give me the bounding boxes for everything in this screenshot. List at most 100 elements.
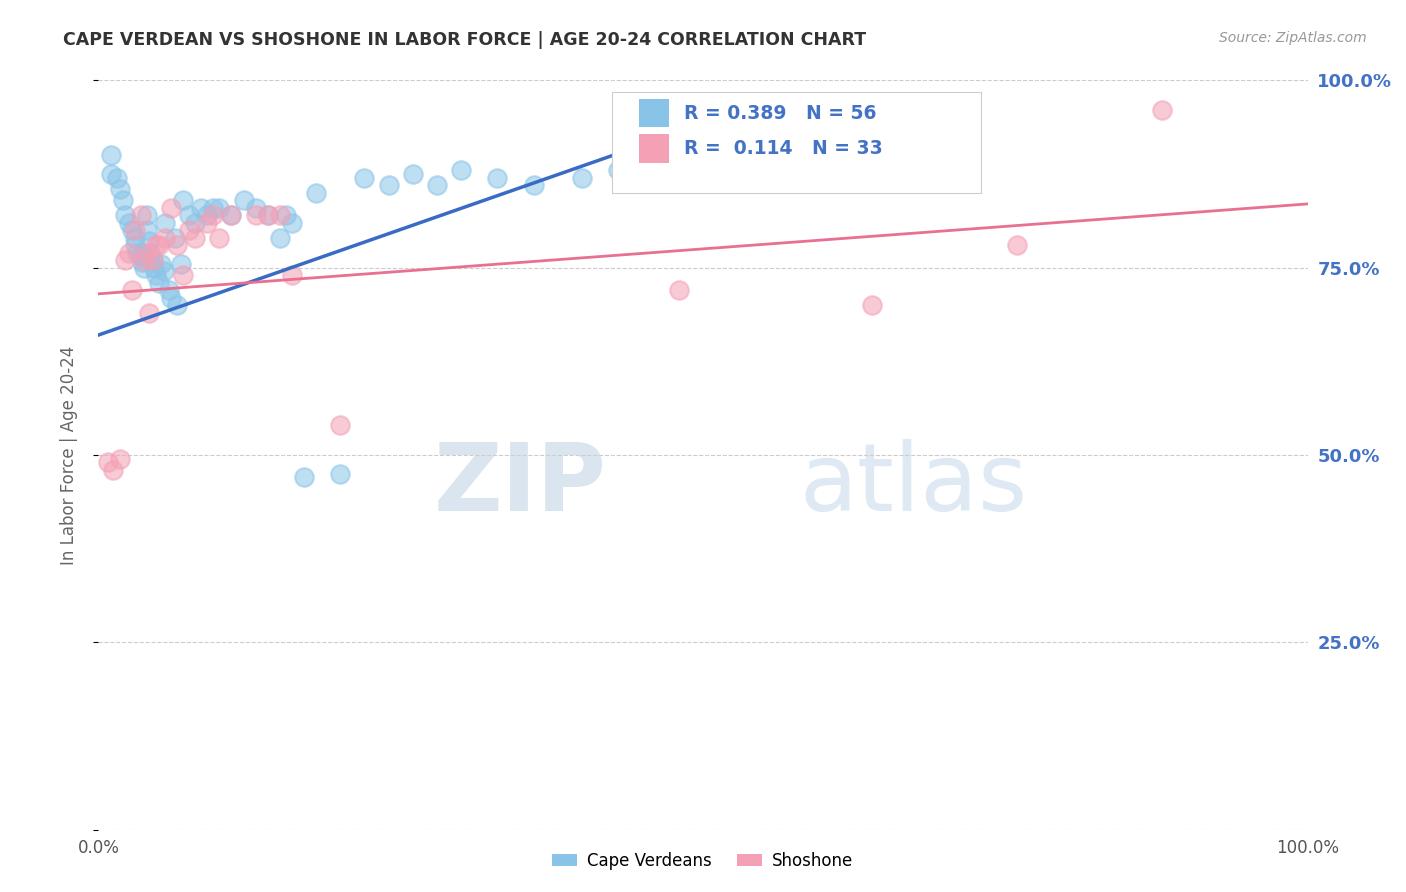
Point bbox=[97, 455, 120, 469]
Point bbox=[121, 283, 143, 297]
Point bbox=[129, 208, 152, 222]
Point bbox=[124, 238, 146, 252]
Point bbox=[118, 216, 141, 230]
Point bbox=[353, 170, 375, 185]
Point bbox=[134, 253, 156, 268]
Point bbox=[281, 268, 304, 282]
Point bbox=[142, 253, 165, 268]
Point bbox=[1007, 238, 1029, 252]
Point bbox=[571, 170, 593, 185]
Point bbox=[292, 470, 315, 484]
Point bbox=[108, 182, 131, 196]
Point bbox=[179, 223, 201, 237]
Point bbox=[160, 201, 183, 215]
Legend: Cape Verdeans, Shoshone: Cape Verdeans, Shoshone bbox=[546, 846, 860, 877]
Point bbox=[139, 245, 162, 260]
Point bbox=[134, 260, 156, 275]
Point bbox=[114, 208, 136, 222]
Text: R =  0.114   N = 33: R = 0.114 N = 33 bbox=[683, 139, 883, 158]
Text: atlas: atlas bbox=[800, 439, 1028, 531]
Point bbox=[166, 298, 188, 312]
Point bbox=[269, 230, 291, 244]
Point bbox=[668, 283, 690, 297]
Point bbox=[114, 253, 136, 268]
Point bbox=[426, 178, 449, 193]
Point bbox=[190, 201, 212, 215]
Point bbox=[281, 216, 304, 230]
Bar bbox=[638, 99, 669, 128]
Point bbox=[269, 208, 291, 222]
Point bbox=[150, 257, 173, 271]
Text: Source: ZipAtlas.com: Source: ZipAtlas.com bbox=[1219, 31, 1367, 45]
Point bbox=[152, 264, 174, 278]
Point bbox=[143, 260, 166, 275]
Point bbox=[860, 298, 883, 312]
Point bbox=[329, 467, 352, 481]
Point bbox=[202, 201, 225, 215]
Point bbox=[105, 170, 128, 185]
Point bbox=[208, 201, 231, 215]
Point bbox=[166, 238, 188, 252]
Point bbox=[172, 193, 194, 207]
Point bbox=[101, 463, 124, 477]
Point bbox=[138, 235, 160, 249]
Point bbox=[108, 451, 131, 466]
Point bbox=[172, 268, 194, 282]
Point bbox=[274, 208, 297, 222]
Point bbox=[256, 208, 278, 222]
Text: ZIP: ZIP bbox=[433, 439, 606, 531]
Point bbox=[129, 249, 152, 263]
Text: CAPE VERDEAN VS SHOSHONE IN LABOR FORCE | AGE 20-24 CORRELATION CHART: CAPE VERDEAN VS SHOSHONE IN LABOR FORCE … bbox=[63, 31, 866, 49]
Point bbox=[148, 238, 170, 252]
Point bbox=[184, 216, 207, 230]
Point bbox=[245, 208, 267, 222]
Point bbox=[256, 208, 278, 222]
Point bbox=[523, 178, 546, 193]
Bar bbox=[638, 134, 669, 162]
Point bbox=[486, 170, 509, 185]
Point bbox=[195, 208, 218, 222]
Point bbox=[305, 186, 328, 200]
Point bbox=[208, 230, 231, 244]
Point bbox=[111, 193, 134, 207]
Point bbox=[118, 245, 141, 260]
Point bbox=[163, 230, 186, 244]
Point bbox=[127, 245, 149, 260]
Point bbox=[377, 178, 399, 193]
Point bbox=[153, 230, 176, 244]
Point bbox=[195, 216, 218, 230]
Point bbox=[135, 208, 157, 222]
Point bbox=[202, 208, 225, 222]
Point bbox=[135, 245, 157, 260]
Point bbox=[124, 223, 146, 237]
Point bbox=[138, 305, 160, 319]
Point bbox=[179, 208, 201, 222]
Point bbox=[135, 223, 157, 237]
Point bbox=[169, 257, 191, 271]
FancyBboxPatch shape bbox=[613, 92, 981, 193]
Point bbox=[245, 201, 267, 215]
Point bbox=[450, 163, 472, 178]
Y-axis label: In Labor Force | Age 20-24: In Labor Force | Age 20-24 bbox=[59, 345, 77, 565]
Point bbox=[157, 283, 180, 297]
Point bbox=[184, 230, 207, 244]
Point bbox=[145, 268, 167, 282]
Point bbox=[131, 254, 153, 268]
Point bbox=[100, 148, 122, 162]
Point bbox=[121, 223, 143, 237]
Point bbox=[402, 167, 425, 181]
Point bbox=[145, 238, 167, 252]
Point bbox=[124, 230, 146, 244]
Point bbox=[100, 167, 122, 181]
Point bbox=[148, 276, 170, 290]
Text: R = 0.389   N = 56: R = 0.389 N = 56 bbox=[683, 103, 876, 123]
Point bbox=[153, 216, 176, 230]
Point bbox=[221, 208, 243, 222]
Point bbox=[232, 193, 254, 207]
Point bbox=[607, 163, 630, 178]
Point bbox=[160, 291, 183, 305]
Point bbox=[1152, 103, 1174, 118]
Point bbox=[142, 253, 165, 268]
Point bbox=[329, 417, 352, 432]
Point bbox=[221, 208, 243, 222]
